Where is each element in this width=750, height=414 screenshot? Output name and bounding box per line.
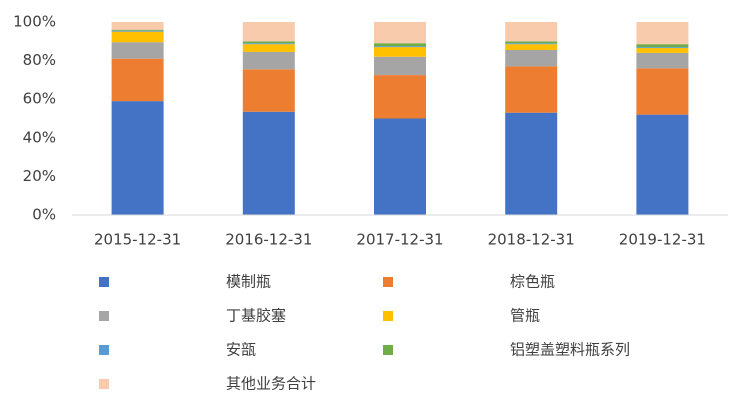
bar-segment <box>636 68 689 115</box>
bar-segment <box>505 22 558 42</box>
legend-marker <box>99 345 109 355</box>
y-tick-label: 100% <box>13 13 56 31</box>
bar-segment <box>505 49 558 67</box>
x-tick-label: 2017-12-31 <box>356 231 443 249</box>
legend-marker <box>383 277 393 287</box>
bar-segment <box>374 22 426 44</box>
y-tick-label: 60% <box>23 90 56 108</box>
bar-segment <box>111 22 164 30</box>
legend-label: 安瓿 <box>226 341 256 359</box>
bar-segment <box>374 43 426 47</box>
bar-segment <box>374 56 426 76</box>
y-tick-label: 80% <box>23 51 56 69</box>
x-tick-label: 2016-12-31 <box>225 231 312 249</box>
bar-segment <box>374 46 426 48</box>
bar-segment <box>636 47 689 49</box>
bar-segment <box>242 41 295 44</box>
legend-marker <box>383 345 393 355</box>
x-tick-label: 2019-12-31 <box>619 231 706 249</box>
bar-segment <box>242 43 295 45</box>
y-tick-label: 0% <box>32 206 56 224</box>
bar-segment <box>242 44 295 52</box>
y-tick-label: 40% <box>23 128 56 146</box>
bar-segment <box>242 69 295 112</box>
bar-segment <box>636 48 689 53</box>
bar-segment <box>505 43 558 45</box>
legend-label: 其他业务合计 <box>226 375 316 393</box>
legend-label: 管瓶 <box>510 307 540 325</box>
bar-segment <box>111 42 164 59</box>
bar-segment <box>505 44 558 50</box>
legend-marker <box>99 277 109 287</box>
bar-segment <box>636 22 689 45</box>
legend-label: 丁基胶塞 <box>226 307 286 325</box>
bar-segment <box>111 31 164 43</box>
bar-segment <box>111 30 164 32</box>
bar-segment <box>242 22 295 42</box>
bar-segment <box>636 52 689 69</box>
bar-segment <box>111 58 164 102</box>
bar-segment <box>374 118 426 215</box>
bar-segment <box>636 44 689 48</box>
bar-segment <box>505 41 558 44</box>
legend-label: 铝塑盖塑料瓶系列 <box>510 341 630 359</box>
bar-segment <box>636 114 689 215</box>
legend-marker <box>99 311 109 321</box>
legend-marker <box>383 311 393 321</box>
bar-segment <box>374 75 426 119</box>
bar-segment <box>242 111 295 215</box>
y-tick-label: 20% <box>23 167 56 185</box>
legend-marker <box>99 379 109 389</box>
bar-segment <box>505 66 558 113</box>
bar-segment <box>505 112 558 215</box>
bar-segment <box>374 47 426 57</box>
legend-label: 模制瓶 <box>226 273 271 291</box>
x-tick-label: 2015-12-31 <box>94 231 181 249</box>
bar-segment <box>111 101 164 215</box>
bar-segment <box>111 29 164 31</box>
x-tick-label: 2018-12-31 <box>488 231 575 249</box>
legend-label: 棕色瓶 <box>510 273 555 291</box>
bar-segment <box>242 51 295 70</box>
